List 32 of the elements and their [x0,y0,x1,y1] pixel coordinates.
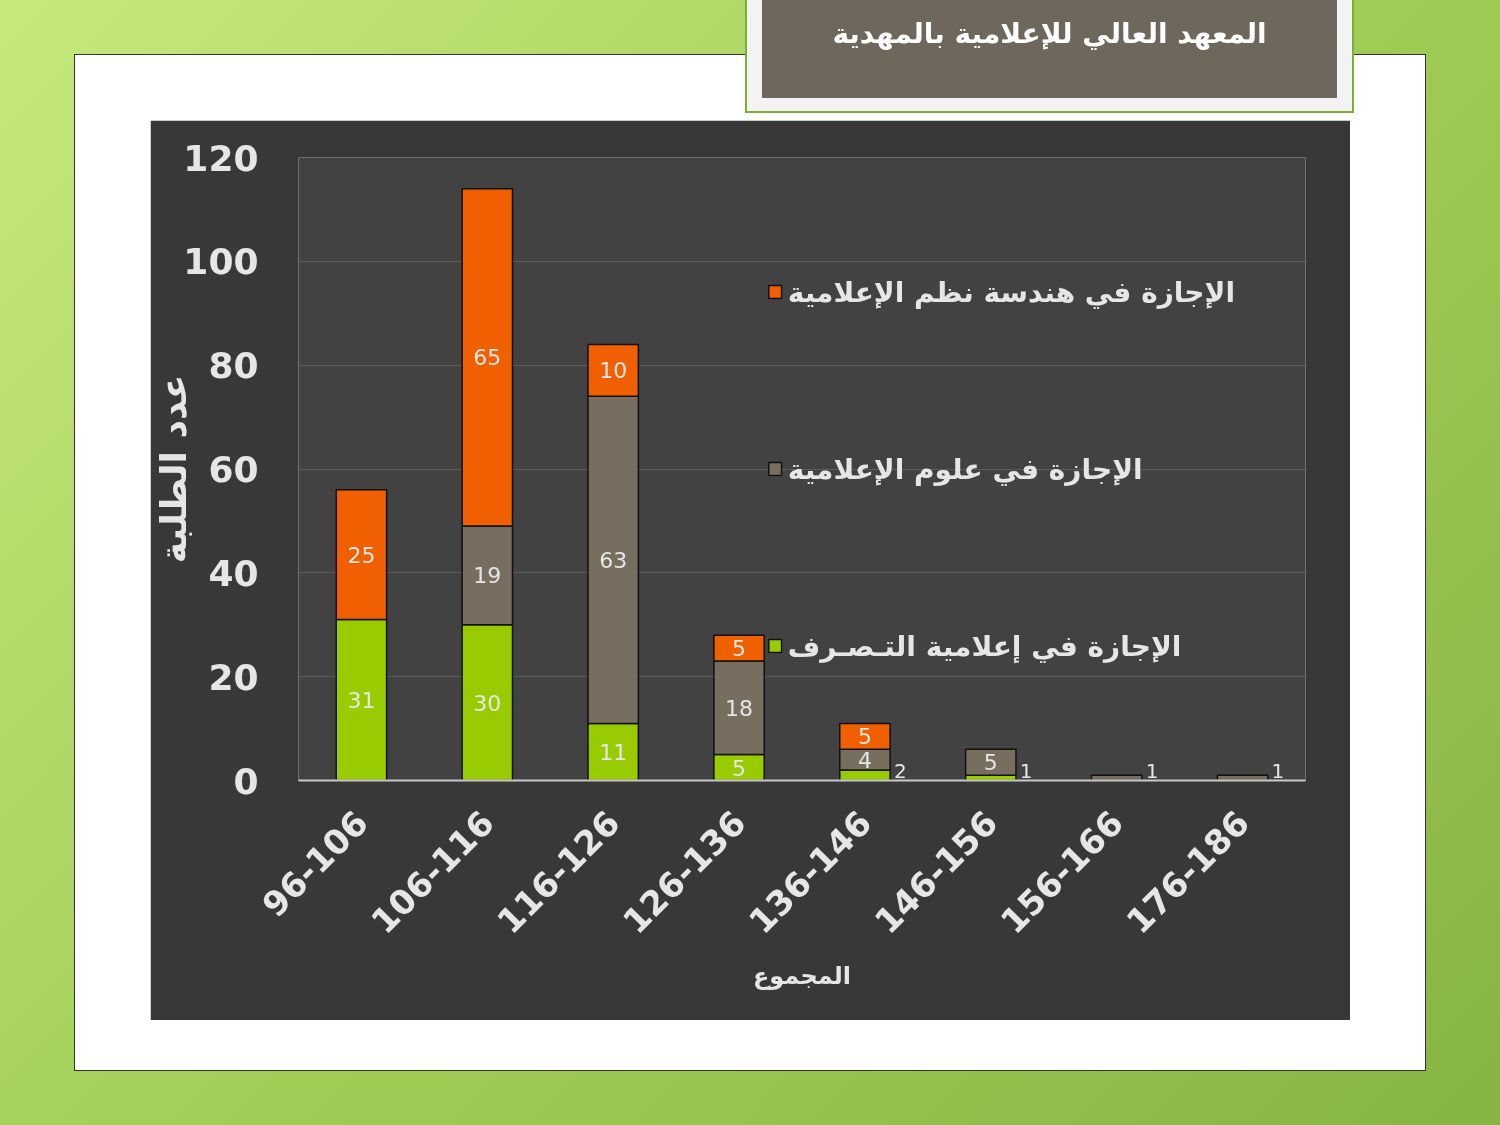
data-label: 10 [599,358,628,384]
y-tick-label: 80 [208,345,259,387]
legend-label: الإجازة في إعلامية التـصـرف [787,629,1182,662]
data-label: 4 [857,747,872,773]
data-label: 65 [473,345,502,371]
data-label: 1 [1145,758,1159,783]
data-label: 5 [732,636,747,662]
y-tick-label: 60 [208,449,259,490]
data-label: 5 [983,750,998,776]
y-tick-label: 40 [208,552,259,594]
data-label: 11 [599,739,628,765]
y-tick-label: 0 [233,760,259,802]
legend-label: الإجازة في علوم الإعلامية [787,452,1143,485]
data-label: 63 [599,547,628,573]
y-tick-label: 20 [208,656,259,698]
y-tick-label: 120 [183,137,259,179]
legend-label: الإجازة في هندسة نظم الإعلامية [787,275,1235,308]
y-axis-title: عدد الطلبة [153,374,195,564]
y-tick-label: 100 [183,241,259,283]
data-label: 19 [473,563,502,589]
data-label: 30 [473,690,502,716]
data-label: 31 [347,688,376,714]
chart-title: المعهد العالي للإعلامية بالمهدية [832,16,1267,52]
data-label: 25 [347,542,376,568]
data-label: 1 [1271,758,1285,783]
data-label: 5 [857,724,872,750]
data-label: 2 [893,758,907,783]
bar [964,748,1017,777]
data-label: 5 [732,755,747,781]
x-axis-title: المجموع [752,961,852,990]
data-label: 18 [725,695,754,721]
data-label: 1 [1019,758,1033,783]
